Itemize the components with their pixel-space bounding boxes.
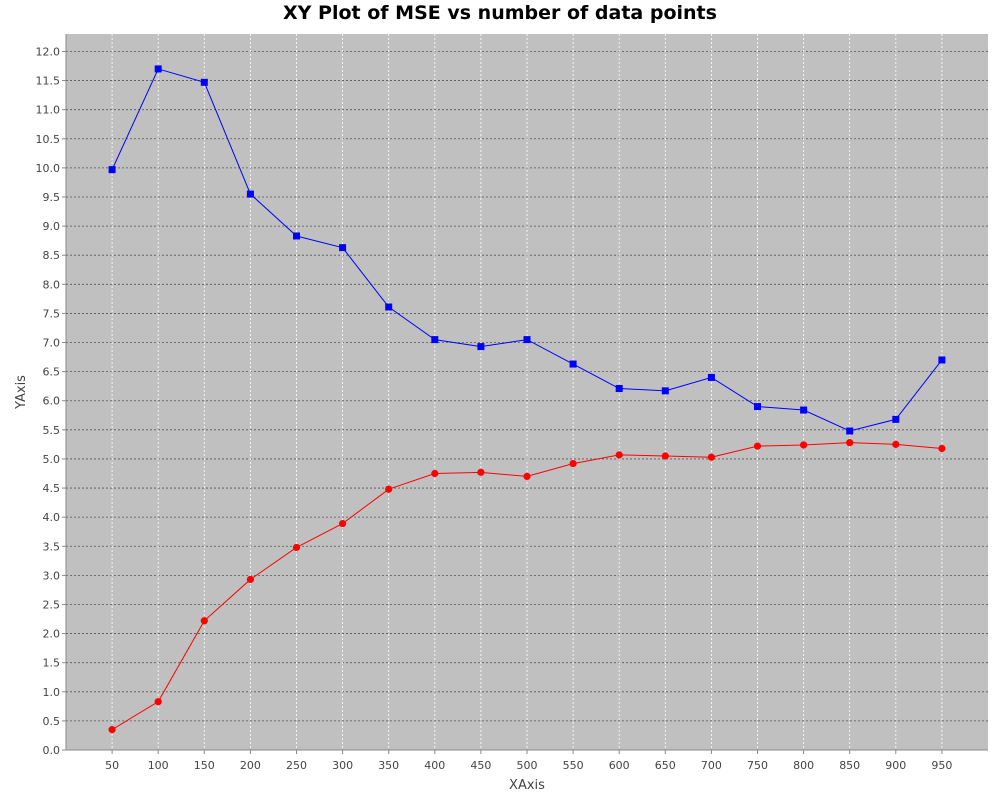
y-tick-label: 0.5	[43, 715, 61, 728]
series-1-point	[846, 427, 854, 435]
series-1-point	[154, 65, 162, 73]
series-1-point	[339, 244, 347, 252]
y-tick-label: 9.5	[43, 191, 61, 204]
x-tick-label: 900	[885, 759, 906, 772]
y-tick-label: 5.0	[43, 453, 61, 466]
series-2-point	[246, 575, 254, 584]
series-1-point	[293, 232, 300, 240]
x-tick-label: 800	[793, 759, 814, 772]
series-layer	[108, 65, 946, 734]
series-2-point	[339, 519, 347, 528]
series-2-point	[753, 442, 762, 450]
x-tick-label: 600	[609, 759, 630, 772]
series-2-point	[477, 468, 485, 476]
series-2-point	[661, 452, 669, 460]
x-tick-label: 750	[747, 759, 768, 772]
series-1-point	[200, 78, 208, 86]
x-tick-label: 850	[839, 759, 860, 772]
x-axis-label: XAxis	[509, 778, 545, 793]
y-tick-label: 4.5	[43, 482, 61, 495]
x-tick-label: 100	[148, 759, 169, 772]
series-1	[108, 65, 946, 435]
series-2-point	[800, 441, 808, 449]
series-2-point	[938, 444, 946, 453]
y-tick-label: 4.0	[43, 511, 61, 524]
series-2-point	[200, 617, 208, 625]
series-2	[108, 439, 946, 734]
x-tick-label: 350	[378, 759, 399, 772]
series-1-point	[661, 387, 669, 395]
y-tick-label: 2.5	[43, 598, 61, 611]
chart-title: XY Plot of MSE vs number of data points	[283, 2, 717, 24]
series-1-point	[385, 303, 393, 311]
x-tick-label: 450	[470, 759, 491, 772]
y-tick-label: 6.0	[43, 395, 61, 408]
series-1-point	[938, 356, 946, 364]
x-tick-label: 650	[655, 759, 676, 772]
y-axis-label: YAxis	[14, 375, 29, 410]
series-1-point	[892, 415, 900, 423]
x-tick-label: 400	[424, 759, 445, 772]
y-tick-label: 5.5	[43, 424, 61, 437]
series-1-point	[800, 406, 808, 414]
series-2-point	[615, 451, 623, 459]
y-tick-label: 10.5	[36, 133, 61, 146]
series-2-point	[154, 698, 162, 706]
series-1-point	[431, 336, 439, 344]
y-tick-label: 3.0	[43, 569, 61, 582]
x-tick-label: 700	[701, 759, 722, 772]
y-tick-label: 7.0	[43, 337, 61, 350]
series-2-point	[385, 485, 393, 493]
series-1-point	[615, 385, 623, 393]
series-2-point	[707, 453, 716, 461]
series-2-point	[523, 472, 531, 481]
y-tick-label: 2.0	[43, 628, 61, 641]
series-2-point	[846, 439, 854, 447]
series-1-point	[246, 190, 254, 198]
series-1-point	[707, 373, 715, 381]
x-tick-label: 950	[931, 759, 952, 772]
series-1-point	[523, 336, 531, 344]
x-tick-label: 150	[194, 759, 215, 772]
y-tick-label: 1.5	[43, 657, 61, 670]
series-2-point	[569, 460, 577, 468]
x-tick-label: 500	[517, 759, 538, 772]
y-tick-label: 0.0	[43, 744, 61, 757]
y-tick-label: 11.5	[36, 75, 61, 88]
x-tick-label: 200	[240, 759, 261, 772]
series-2-point	[108, 726, 116, 734]
y-tick-label: 11.0	[36, 104, 61, 117]
y-tick-label: 3.5	[43, 540, 61, 553]
series-1-point	[754, 403, 761, 411]
series-2-point	[292, 543, 301, 552]
series-1-point	[569, 360, 577, 368]
series-2-point	[431, 469, 439, 478]
x-tick-label: 50	[105, 759, 119, 772]
x-tick-label: 300	[332, 759, 353, 772]
y-tick-label: 8.5	[43, 249, 61, 262]
y-tick-label: 6.5	[43, 366, 61, 379]
x-tick-label: 250	[286, 759, 307, 772]
series-1-point	[477, 343, 485, 351]
series-1-point	[108, 166, 116, 174]
axis-layer: 0.0 0.5 1.0 1.5 2.0 2.5 3.0 3.5 4.0 4.5 5.0 5.5 6.0 6…	[36, 34, 988, 772]
y-tick-label: 9.0	[43, 220, 61, 233]
y-tick-label: 12.0	[36, 45, 61, 58]
y-tick-label: 8.0	[43, 278, 61, 291]
y-tick-label: 10.0	[36, 162, 61, 175]
y-tick-label: 1.0	[43, 686, 61, 699]
x-tick-label: 550	[563, 759, 584, 772]
y-tick-label: 7.5	[43, 307, 61, 320]
series-2-point	[892, 440, 900, 448]
